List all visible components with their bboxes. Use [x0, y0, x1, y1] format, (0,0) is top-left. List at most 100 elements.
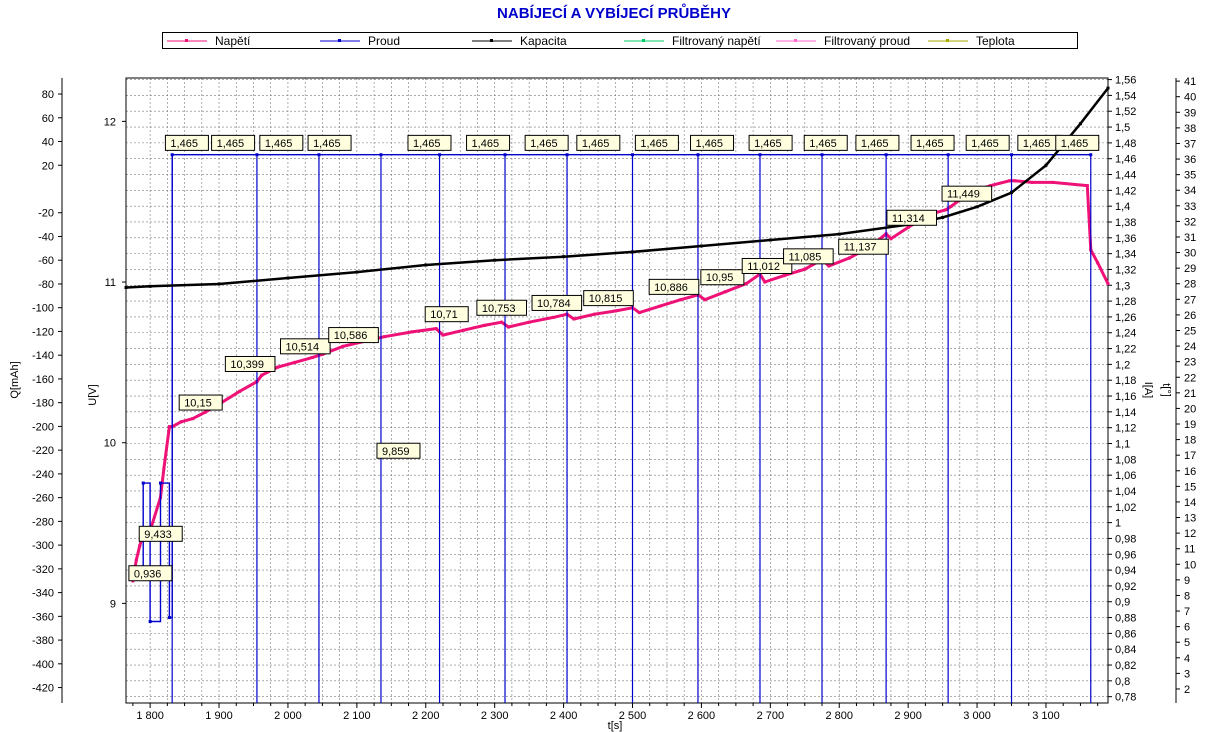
current-tick-label: 0,92	[1115, 581, 1136, 593]
data-label: 10,95	[700, 269, 745, 286]
capacity-tick-label: -140	[32, 350, 54, 362]
data-point	[827, 264, 831, 268]
data-point	[975, 205, 979, 209]
current-tick-label: 0,88	[1115, 613, 1136, 625]
data-label: 1,465	[748, 134, 793, 151]
temperature-tick-label: 17	[1184, 450, 1196, 462]
current-tick-label: 0,96	[1115, 549, 1136, 561]
legend-swatch	[316, 33, 362, 48]
data-label-text: 1,465	[640, 138, 668, 150]
legend-item: Teplota	[924, 33, 1076, 48]
x-tick-label: 2 700	[757, 710, 785, 722]
temperature-tick-label: 38	[1184, 123, 1196, 135]
data-point	[179, 420, 183, 424]
temperature-tick-label: 21	[1184, 388, 1196, 400]
current-tick-label: 1,06	[1115, 470, 1136, 482]
data-label: 1,465	[524, 134, 569, 151]
temperature-tick-label: 26	[1184, 310, 1196, 322]
data-label: 9,433	[138, 525, 183, 542]
annotations: 9,433 0,936 10,15 10,399 10,514 10,586 9,859 10…	[128, 134, 1100, 582]
data-point	[355, 270, 359, 274]
series-Kapacita	[124, 86, 1110, 290]
current-tick-label: 1,36	[1115, 233, 1136, 245]
data-label-text: 1,465	[472, 138, 500, 150]
temperature-tick-label: 7	[1184, 606, 1190, 618]
current-tick-label: 0,8	[1115, 676, 1130, 688]
data-point	[551, 315, 555, 319]
data-label-text: 9,859	[382, 446, 410, 458]
legend-item: Kapacita	[468, 33, 620, 48]
data-label-text: 11,449	[947, 189, 980, 201]
data-label: 10,886	[648, 278, 700, 295]
capacity-axis-label: Q[mAh]	[9, 361, 21, 398]
current-axis: 1,56 1,54 1,52 1,5 1,48 1,46 1,44 1,42 1,4 1,38 1,…	[1108, 75, 1154, 704]
temperature-tick-label: 20	[1184, 403, 1196, 415]
temperature-tick-label: 27	[1184, 294, 1196, 306]
legend-label: Filtrovaný napětí	[672, 33, 761, 48]
data-point	[317, 153, 321, 157]
data-label-text: 11,137	[844, 242, 877, 254]
temperature-tick-label: 25	[1184, 325, 1196, 337]
data-point	[141, 481, 145, 485]
temperature-tick-label: 28	[1184, 279, 1196, 291]
data-point	[506, 325, 510, 329]
data-label: 1,465	[466, 134, 511, 151]
data-label-box	[855, 134, 900, 151]
temperature-tick-label: 15	[1184, 481, 1196, 493]
data-point	[1106, 282, 1110, 286]
capacity-tick-label: 80	[42, 89, 54, 101]
data-label: 1,465	[259, 134, 304, 151]
data-point	[238, 389, 242, 393]
data-point	[703, 298, 707, 302]
temperature-tick-label: 18	[1184, 435, 1196, 447]
data-point	[782, 274, 786, 278]
data-label: 1,465	[407, 134, 452, 151]
capacity-tick-label: -20	[38, 208, 54, 220]
data-label-box	[648, 278, 700, 295]
temperature-tick-label: 2	[1184, 684, 1190, 696]
capacity-tick-label: 60	[42, 113, 54, 125]
data-label-box	[941, 185, 993, 202]
data-label-text: 11,012	[747, 261, 780, 273]
capacity-tick-label: -360	[32, 611, 54, 623]
data-label: 1,465	[803, 134, 848, 151]
plot-frame	[125, 77, 1109, 704]
data-label-text: 10,815	[589, 293, 623, 305]
data-label: 1,465	[855, 134, 900, 151]
data-point	[565, 153, 569, 157]
data-point	[941, 215, 945, 219]
data-point	[1085, 184, 1089, 188]
data-point	[255, 153, 259, 157]
temperature-tick-label: 34	[1184, 185, 1196, 197]
data-point	[170, 153, 174, 157]
data-label: 11,085	[783, 248, 834, 265]
data-label: 1,465	[307, 134, 352, 151]
data-point	[167, 425, 171, 429]
x-tick-label: 1 800	[136, 710, 164, 722]
data-point	[837, 232, 841, 236]
x-axis: 1 800 1 900 2 000 2 100 2 200 2 300 2 400 2 500…	[132, 703, 1099, 732]
current-tick-label: 1,44	[1115, 170, 1136, 182]
legend-item: Proud	[316, 33, 468, 48]
data-label-text: 11,085	[789, 251, 822, 263]
data-point	[637, 311, 641, 315]
data-point	[410, 330, 414, 334]
series-line	[132, 154, 1091, 623]
data-label-box	[690, 134, 735, 151]
x-tick-label: 3 000	[963, 710, 991, 722]
current-tick-label: 1,26	[1115, 312, 1136, 324]
data-point	[310, 356, 314, 360]
data-label-box	[886, 209, 938, 226]
series-Proud	[131, 153, 1093, 703]
data-label-box	[407, 134, 452, 151]
data-label-text: 11,314	[892, 213, 925, 225]
temperature-tick-label: 23	[1184, 357, 1196, 369]
data-label: 0,936	[128, 565, 173, 582]
capacity-tick-label: 20	[42, 160, 54, 172]
current-tick-label: 1,38	[1115, 217, 1136, 229]
current-tick-label: 0,78	[1115, 692, 1136, 704]
data-label-text: 1,465	[696, 138, 724, 150]
series-Napětí	[131, 179, 1110, 583]
x-tick-label: 3 100	[1032, 710, 1060, 722]
